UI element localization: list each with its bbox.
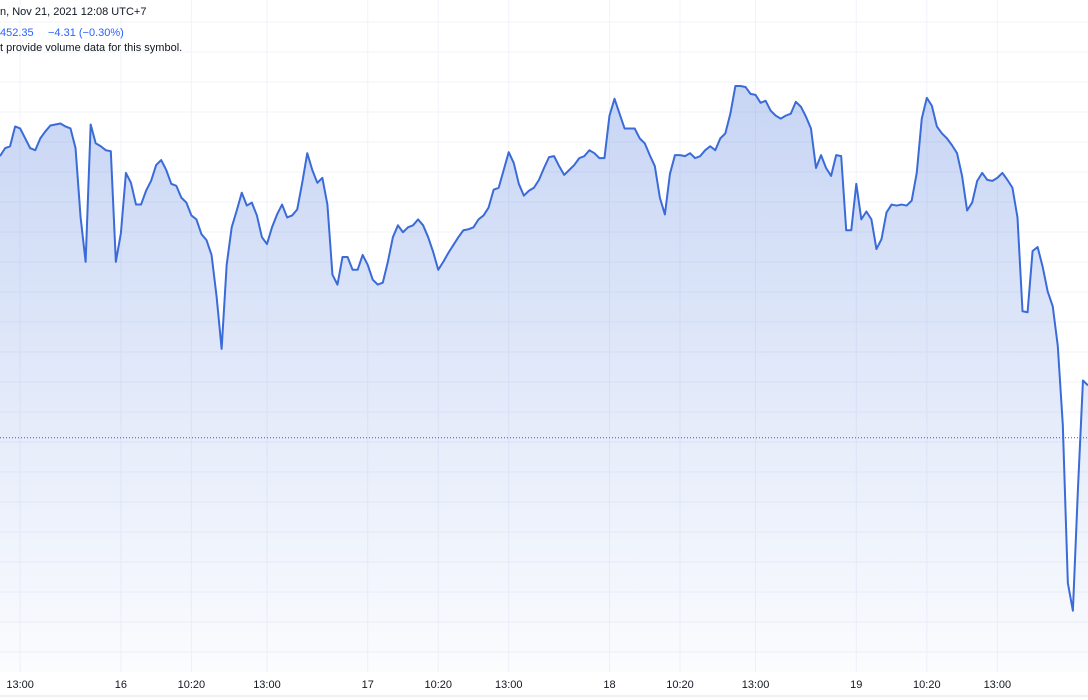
price-line: [0, 84, 1088, 612]
x-tick-label: 19: [850, 679, 862, 691]
change-label: −4.31 (−0.30%): [48, 27, 124, 39]
x-tick-label: 10:20: [666, 679, 694, 691]
x-tick-label: 13:00: [495, 679, 523, 691]
x-tick-label: 18: [603, 679, 615, 691]
x-tick-label: 13:00: [253, 679, 281, 691]
x-tick-label: 17: [362, 679, 374, 691]
chart-title: n, Nov 21, 2021 12:08 UTC+7: [0, 6, 146, 18]
x-tick-label: 16: [115, 679, 127, 691]
area-fill: [0, 85, 1088, 673]
x-tick-label: 10:20: [178, 679, 206, 691]
plot: [0, 0, 1088, 673]
volume-note: t provide volume data for this symbol.: [0, 42, 182, 54]
x-tick-label: 13:00: [742, 679, 770, 691]
x-tick-label: 10:20: [913, 679, 941, 691]
price-label: 452.35: [0, 27, 34, 39]
x-tick-label: 10:20: [424, 679, 452, 691]
x-tick-label: 13:00: [6, 679, 34, 691]
x-tick-label: 13:00: [984, 679, 1012, 691]
